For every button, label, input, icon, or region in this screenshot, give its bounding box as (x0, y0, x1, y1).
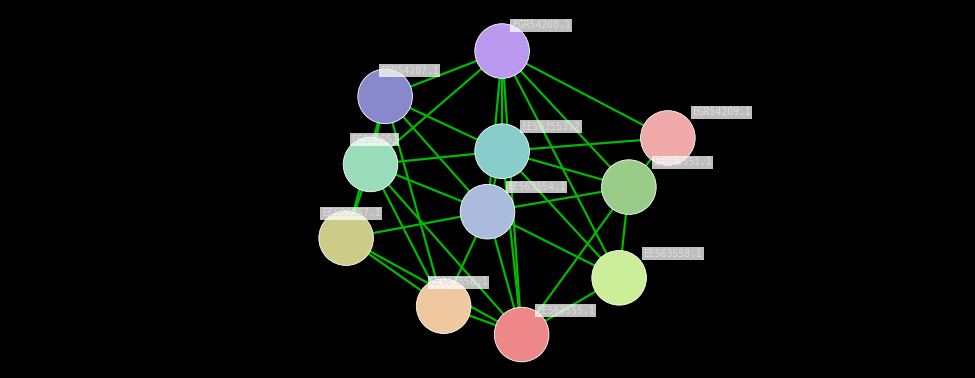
Ellipse shape (416, 279, 471, 333)
Text: EES63558.1: EES63558.1 (644, 249, 702, 259)
Ellipse shape (641, 111, 695, 165)
Ellipse shape (592, 251, 646, 305)
Ellipse shape (358, 69, 412, 124)
Text: EGR54208.1: EGR54208.1 (512, 20, 570, 30)
Ellipse shape (319, 211, 373, 265)
Text: EGR54207.1: EGR54207.1 (380, 66, 439, 76)
Text: EES63553:2: EES63553:2 (522, 122, 580, 132)
Text: EES63556.1: EES63556.1 (429, 277, 488, 287)
Text: EES63555.1: EES63555.1 (536, 306, 595, 316)
Text: EES63551.1: EES63551.1 (653, 158, 712, 167)
Ellipse shape (343, 137, 398, 192)
Text: EGR54209.1: EGR54209.1 (692, 107, 751, 117)
Text: EES63557.1: EES63557.1 (322, 209, 380, 218)
Ellipse shape (494, 307, 549, 362)
Ellipse shape (602, 160, 656, 214)
Ellipse shape (475, 24, 529, 78)
Ellipse shape (475, 124, 529, 178)
Text: EES63552: EES63552 (351, 135, 398, 145)
Text: EES63554.1: EES63554.1 (507, 182, 566, 192)
Ellipse shape (460, 184, 515, 239)
